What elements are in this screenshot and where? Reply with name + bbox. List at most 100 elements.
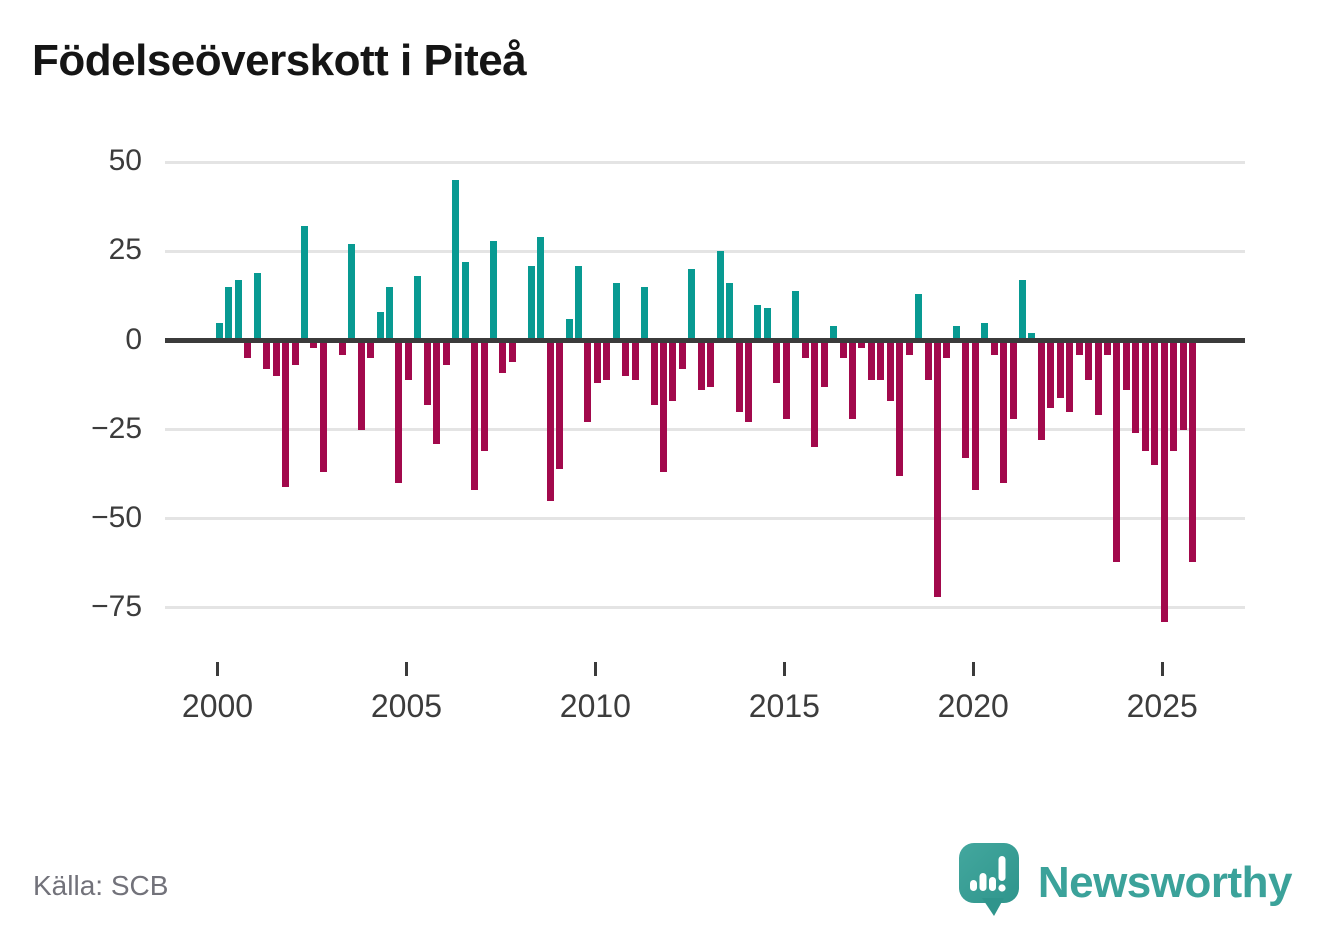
x-axis-tick-label: 2020 — [937, 688, 1009, 724]
y-axis-tick-label: −25 — [91, 411, 142, 445]
x-axis-tick-label: 2015 — [748, 688, 820, 724]
y-axis-tick-label: 25 — [108, 233, 142, 267]
bar-2015q2 — [792, 290, 800, 341]
bar-2021q1 — [1009, 340, 1017, 419]
bar-2008q4 — [546, 340, 554, 501]
bar-2001q3 — [272, 340, 280, 377]
bar-2005q2 — [414, 276, 422, 341]
bar-2022q1 — [1047, 340, 1055, 409]
bar-2014q3 — [763, 308, 771, 341]
x-axis-tick — [782, 662, 786, 676]
gridline — [165, 249, 1245, 253]
bar-2018q4 — [924, 340, 932, 380]
bar-2017q1 — [858, 340, 866, 348]
bar-2017q2 — [867, 340, 875, 380]
bar-2005q3 — [423, 340, 431, 405]
bar-2010q2 — [603, 340, 611, 380]
bar-2016q4 — [848, 340, 856, 419]
bar-2013q2 — [716, 251, 724, 341]
bar-2012q2 — [678, 340, 686, 370]
y-axis-tick-label: −50 — [91, 500, 142, 534]
bar-2004q2 — [376, 311, 384, 341]
bar-2010q4 — [622, 340, 630, 377]
bar-2005q4 — [433, 340, 441, 444]
bar-2019q3 — [952, 326, 960, 341]
x-axis-tick — [971, 662, 975, 676]
bar-2019q1 — [933, 340, 941, 598]
bar-2013q3 — [726, 283, 734, 341]
gridline — [165, 428, 1245, 432]
y-axis-tick-label: −75 — [91, 589, 142, 623]
bar-2021q3 — [1028, 333, 1036, 341]
bar-2003q4 — [357, 340, 365, 430]
bar-2001q1 — [253, 272, 261, 341]
bar-2024q4 — [1151, 340, 1159, 466]
bar-2009q1 — [556, 340, 564, 469]
bar-2007q3 — [499, 340, 507, 373]
bar-2007q1 — [480, 340, 488, 451]
bar-2009q2 — [565, 319, 573, 341]
x-axis-tick-label: 2025 — [1126, 688, 1198, 724]
bar-2025q1 — [1160, 340, 1168, 623]
bar-2023q1 — [1085, 340, 1093, 380]
x-axis-tick-label: 2000 — [181, 688, 254, 724]
x-axis-tick — [1160, 662, 1164, 676]
bar-2015q1 — [782, 340, 790, 419]
bar-2025q3 — [1179, 340, 1187, 430]
bar-2022q3 — [1066, 340, 1074, 412]
bar-2024q3 — [1141, 340, 1149, 451]
bar-2019q2 — [943, 340, 951, 359]
bar-2004q1 — [367, 340, 375, 359]
bar-2000q1 — [216, 322, 223, 341]
bar-2011q3 — [650, 340, 658, 405]
bar-2013q4 — [735, 340, 743, 412]
bar-2014q4 — [773, 340, 781, 384]
bar-2006q2 — [452, 180, 460, 341]
bar-2003q2 — [338, 340, 346, 355]
x-axis-tick-label: 2010 — [559, 688, 631, 724]
bar-2002q2 — [301, 226, 309, 341]
bar-2008q3 — [537, 237, 545, 341]
bar-2025q2 — [1170, 340, 1178, 451]
gridline — [165, 517, 1245, 521]
bar-2013q1 — [707, 340, 715, 387]
bar-2023q4 — [1113, 340, 1121, 562]
bar-2020q3 — [990, 340, 998, 355]
bar-2001q2 — [263, 340, 271, 370]
bar-2009q4 — [584, 340, 592, 423]
x-axis-tick — [216, 662, 219, 676]
bar-2006q4 — [471, 340, 479, 491]
gridline — [165, 606, 1245, 610]
bar-2016q1 — [820, 340, 828, 387]
brand-name: Newsworthy — [1037, 857, 1293, 907]
y-axis-tick-label: 0 — [125, 322, 142, 356]
bar-2018q1 — [896, 340, 904, 476]
bar-2023q3 — [1104, 340, 1112, 355]
bar-2007q4 — [508, 340, 516, 362]
bar-2017q4 — [886, 340, 894, 402]
bar-2014q1 — [745, 340, 753, 423]
bar-2022q4 — [1075, 340, 1083, 355]
bar-2021q4 — [1037, 340, 1045, 441]
bar-2008q2 — [527, 265, 535, 341]
bar-2016q2 — [830, 326, 838, 341]
x-axis-tick — [593, 662, 597, 676]
bar-2021q2 — [1018, 279, 1026, 341]
bar-2000q3 — [234, 279, 242, 341]
bar-2014q2 — [754, 304, 762, 341]
x-axis-tick-label: 2005 — [370, 688, 443, 724]
bar-2011q1 — [631, 340, 639, 380]
bar-2016q3 — [839, 340, 847, 359]
bar-2012q3 — [688, 269, 696, 341]
bar-2020q4 — [1000, 340, 1008, 484]
bar-2019q4 — [962, 340, 970, 459]
x-axis-tick — [404, 662, 408, 676]
bar-2002q3 — [310, 340, 318, 348]
bar-2009q3 — [574, 265, 582, 341]
newsworthy-logo: Newsworthy — [958, 842, 1293, 923]
bar-2004q4 — [395, 340, 403, 484]
bar-2002q1 — [291, 340, 299, 366]
bar-2006q1 — [442, 340, 450, 366]
